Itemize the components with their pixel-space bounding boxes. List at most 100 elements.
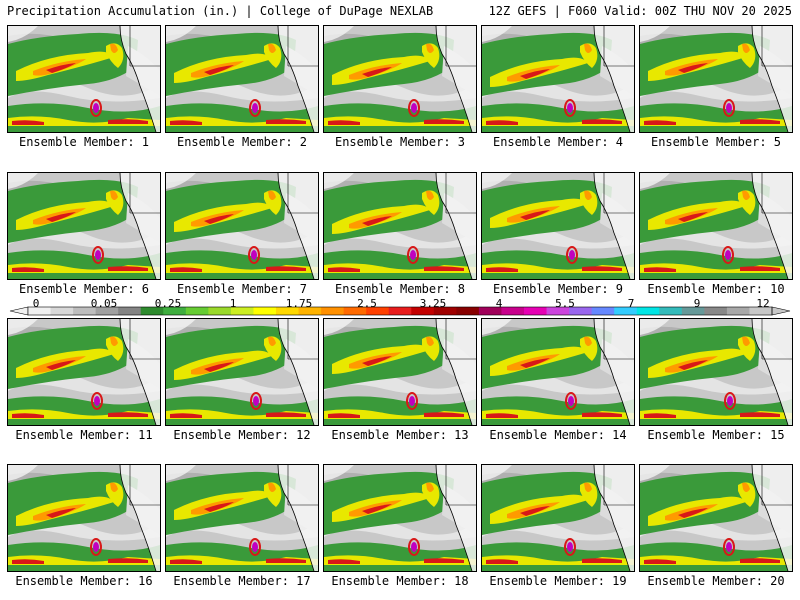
- colorbar-segment: [50, 307, 74, 315]
- chart-title: Precipitation Accumulation (in.) | Colle…: [7, 4, 434, 18]
- ensemble-panel: [639, 25, 793, 133]
- panel-caption: Ensemble Member: 1: [18, 135, 150, 149]
- precip-map: [166, 465, 318, 571]
- precip-map: [482, 319, 634, 425]
- precip-map: [482, 173, 634, 279]
- colorbar-arrow-left: [9, 306, 29, 316]
- colorbar-segment: [253, 307, 277, 315]
- precip-map: [8, 26, 160, 132]
- ensemble-panel: [165, 464, 319, 572]
- colorbar-segment: [456, 307, 480, 315]
- precip-map: [324, 319, 476, 425]
- panel-caption: Ensemble Member: 16: [15, 574, 153, 588]
- colorbar-tick-label: 1: [229, 297, 237, 310]
- colorbar-segment: [546, 307, 570, 315]
- precip-map: [324, 465, 476, 571]
- colorbar-segment: [321, 307, 345, 315]
- colorbar-segment: [591, 307, 615, 315]
- panel-caption: Ensemble Member: 15: [647, 428, 785, 442]
- ensemble-panel: [639, 318, 793, 426]
- ensemble-panel: [323, 25, 477, 133]
- colorbar-tick-label: 5.5: [555, 297, 575, 310]
- colorbar-tick-label: 0.25: [154, 297, 182, 310]
- panel-caption: Ensemble Member: 18: [331, 574, 469, 588]
- ensemble-panel: [165, 318, 319, 426]
- ensemble-panel: [481, 318, 635, 426]
- colorbar-segment: [569, 307, 593, 315]
- colorbar-segment: [749, 307, 773, 315]
- colorbar-segment: [208, 307, 232, 315]
- precip-map: [640, 26, 792, 132]
- colorbar-tick-label: 7: [627, 297, 635, 310]
- panel-caption: Ensemble Member: 10: [647, 282, 785, 296]
- colorbar-segment: [366, 307, 390, 315]
- ensemble-panel: [165, 172, 319, 280]
- ensemble-panel: [7, 172, 161, 280]
- colorbar-segment: [118, 307, 142, 315]
- panel-caption: Ensemble Member: 5: [650, 135, 782, 149]
- panel-caption: Ensemble Member: 7: [176, 282, 308, 296]
- ensemble-panel: [7, 318, 161, 426]
- precip-map: [8, 173, 160, 279]
- colorbar-segment: [140, 307, 164, 315]
- precip-map: [8, 319, 160, 425]
- panel-caption: Ensemble Member: 4: [492, 135, 624, 149]
- colorbar-segment: [726, 307, 750, 315]
- colorbar-segment: [388, 307, 412, 315]
- colorbar-segment: [433, 307, 457, 315]
- colorbar-segment: [411, 307, 435, 315]
- colorbar-segment: [704, 307, 728, 315]
- colorbar-tick-label: 0.05: [90, 297, 118, 310]
- precip-map: [166, 173, 318, 279]
- precip-map: [166, 319, 318, 425]
- precip-map: [640, 173, 792, 279]
- colorbar-segment: [298, 307, 322, 315]
- colorbar-segment: [276, 307, 300, 315]
- colorbar-segment: [659, 307, 683, 315]
- colorbar-tick-label: 1.75: [285, 297, 313, 310]
- panel-caption: Ensemble Member: 20: [647, 574, 785, 588]
- ensemble-panel: [323, 464, 477, 572]
- panel-caption: Ensemble Member: 9: [492, 282, 624, 296]
- run-info: 12Z GEFS | F060 Valid: 00Z THU NOV 20 20…: [488, 4, 792, 18]
- panel-caption: Ensemble Member: 11: [15, 428, 153, 442]
- panel-caption: Ensemble Member: 13: [331, 428, 469, 442]
- ensemble-panel: [639, 464, 793, 572]
- ensemble-panel: [323, 318, 477, 426]
- precip-map: [324, 26, 476, 132]
- ensemble-panel: [481, 172, 635, 280]
- ensemble-panel: [165, 25, 319, 133]
- panel-caption: Ensemble Member: 19: [489, 574, 627, 588]
- colorbar-segment: [163, 307, 187, 315]
- colorbar-segment: [478, 307, 502, 315]
- colorbar-segment: [614, 307, 638, 315]
- precip-map: [166, 26, 318, 132]
- colorbar: [9, 306, 791, 316]
- colorbar-segment: [501, 307, 525, 315]
- ensemble-panel: [7, 464, 161, 572]
- precip-map: [640, 319, 792, 425]
- panel-caption: Ensemble Member: 12: [173, 428, 311, 442]
- ensemble-panel: [481, 464, 635, 572]
- panel-caption: Ensemble Member: 2: [176, 135, 308, 149]
- colorbar-segment: [185, 307, 209, 315]
- colorbar-tick-label: 3.25: [419, 297, 447, 310]
- colorbar-segment: [95, 307, 119, 315]
- colorbar-tick-label: 12: [756, 297, 770, 310]
- ensemble-panel: [7, 25, 161, 133]
- panel-caption: Ensemble Member: 6: [18, 282, 150, 296]
- precip-map: [482, 465, 634, 571]
- ensemble-panel: [639, 172, 793, 280]
- colorbar-tick-label: 4: [495, 297, 503, 310]
- colorbar-segment: [343, 307, 367, 315]
- precip-map: [324, 173, 476, 279]
- ensemble-panel: [323, 172, 477, 280]
- panel-caption: Ensemble Member: 17: [173, 574, 311, 588]
- colorbar-arrow-right: [771, 306, 791, 316]
- colorbar-segment: [28, 307, 52, 315]
- precip-map: [8, 465, 160, 571]
- colorbar-segment: [636, 307, 660, 315]
- precip-map: [640, 465, 792, 571]
- colorbar-tick-label: 2.5: [357, 297, 377, 310]
